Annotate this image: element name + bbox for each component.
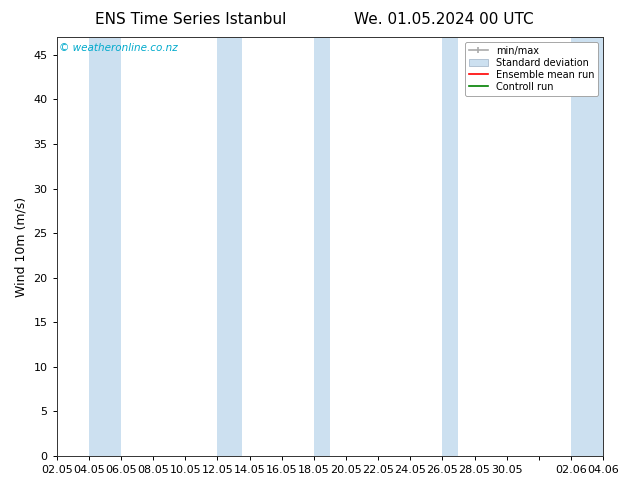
Text: © weatheronline.co.nz: © weatheronline.co.nz <box>60 43 178 53</box>
Text: ENS Time Series Istanbul: ENS Time Series Istanbul <box>94 12 286 27</box>
Bar <box>314 37 330 456</box>
Y-axis label: Wind 10m (m/s): Wind 10m (m/s) <box>15 196 28 296</box>
Bar <box>571 37 603 456</box>
Bar <box>226 37 242 456</box>
Text: We. 01.05.2024 00 UTC: We. 01.05.2024 00 UTC <box>354 12 534 27</box>
Bar <box>89 37 121 456</box>
Bar <box>443 37 458 456</box>
Bar <box>217 37 233 456</box>
Legend: min/max, Standard deviation, Ensemble mean run, Controll run: min/max, Standard deviation, Ensemble me… <box>465 42 598 96</box>
